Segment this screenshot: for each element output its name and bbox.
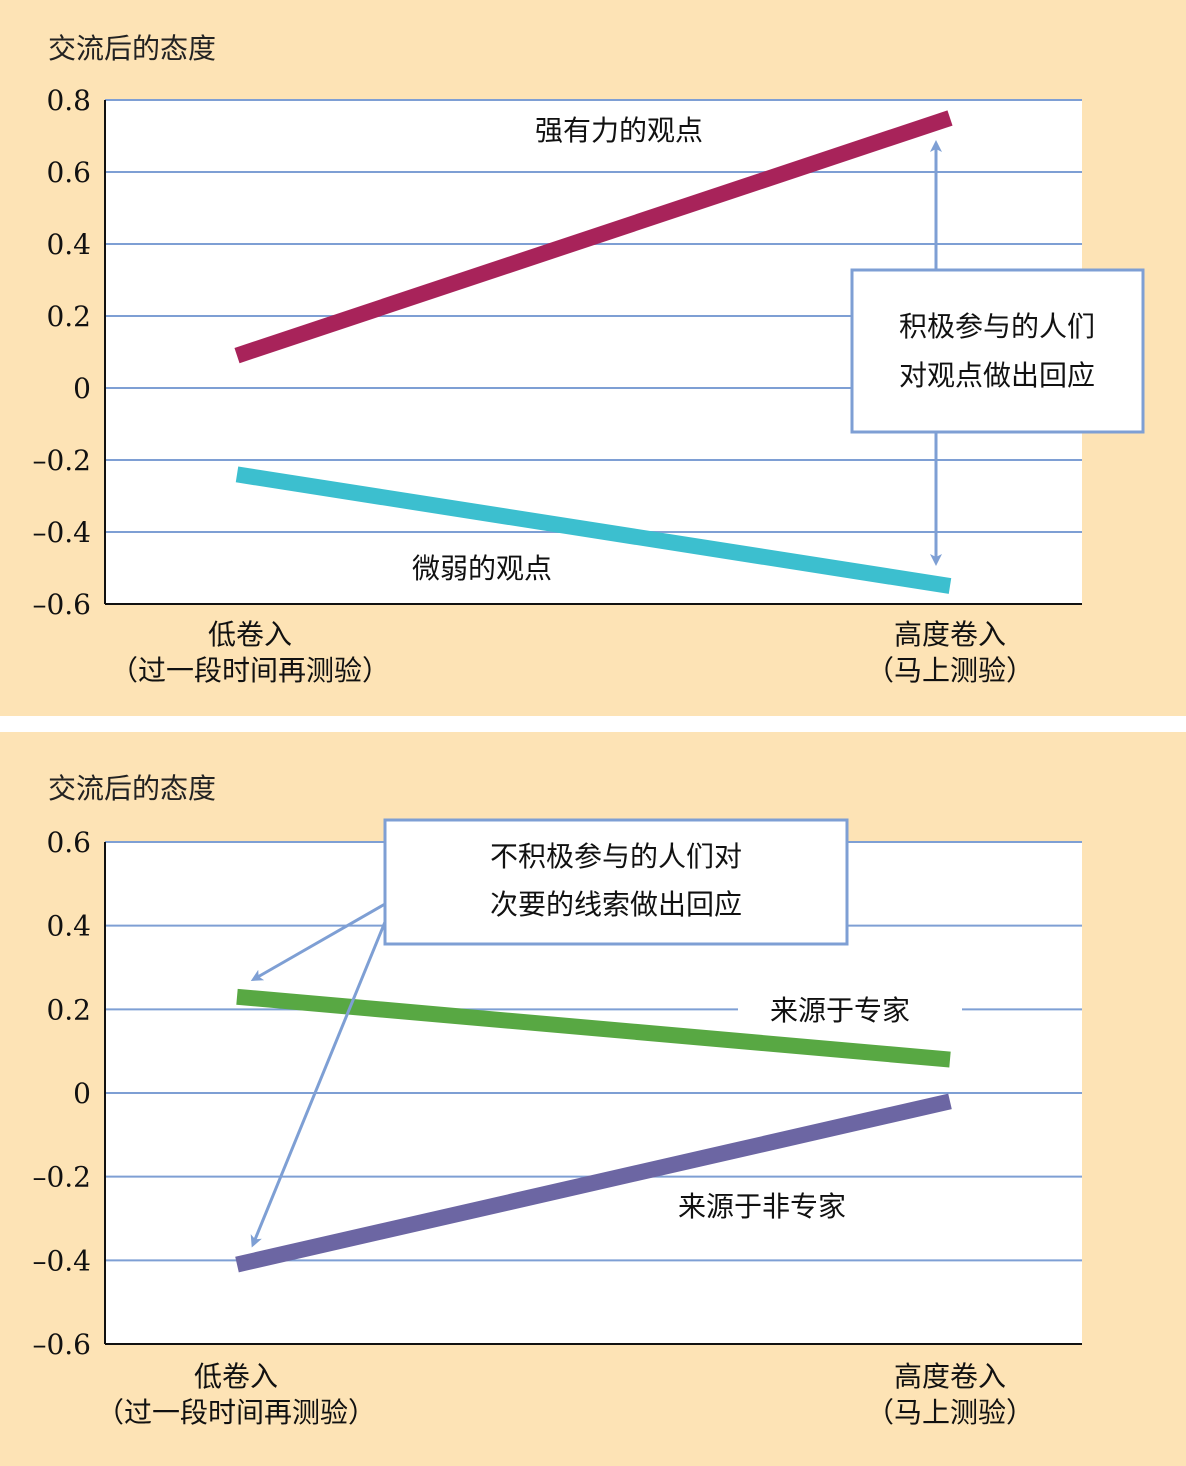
y-tick-label: –0.2	[32, 1161, 91, 1194]
y-tick-label: 0.6	[46, 826, 91, 859]
series-lines	[234, 110, 953, 594]
x-category-high: 高度卷入	[894, 618, 1006, 651]
series-label-weak: 微弱的观点	[412, 552, 552, 585]
series-line-0	[234, 110, 953, 364]
annotation-line-1: 积极参与的人们	[899, 310, 1095, 343]
annotation-box	[850, 268, 1145, 434]
x-category-high: 高度卷入	[894, 1360, 1006, 1393]
bottom-chart: 交流后的态度 0.6 0.4 0.2 0 –0.2 –0.4 –0.6 来源于专家 来源于非…	[32, 772, 1082, 1429]
series-line-1	[235, 466, 952, 594]
series-label-strong: 强有力的观点	[535, 114, 703, 147]
arrow-to-expert	[250, 902, 386, 981]
y-tick-label: 0.2	[46, 300, 91, 333]
y-tick-label: –0.6	[32, 588, 91, 621]
y-tick-label: 0.4	[46, 910, 91, 943]
y-tick-label: –0.6	[32, 1328, 91, 1361]
top-chart-panel: 交流后的态度 0.8 0.6 0.4 0.2 0 –0.2 –0.4 –0.6 强有力的观点 …	[0, 0, 1186, 716]
y-tick-label: –0.4	[32, 516, 91, 549]
x-category-low: 低卷入	[208, 618, 292, 651]
y-tick-label: 0	[73, 1077, 91, 1110]
annotation-box	[383, 818, 849, 946]
y-tick-label: 0.6	[46, 156, 91, 189]
y-axis-label: 交流后的态度	[48, 32, 216, 65]
x-category-low-note: （过一段时间再测验）	[110, 654, 390, 687]
annotation-line-2: 对观点做出回应	[899, 359, 1095, 392]
y-axis-label: 交流后的态度	[48, 772, 216, 805]
y-tick-label: –0.2	[32, 444, 91, 477]
y-tick-label: 0.4	[46, 228, 91, 261]
label-backdrop	[738, 990, 962, 1030]
y-tick-label: 0	[73, 372, 91, 405]
x-category-low-note: （过一段时间再测验）	[96, 1396, 376, 1429]
bottom-chart-panel: 交流后的态度 0.6 0.4 0.2 0 –0.2 –0.4 –0.6 来源于专家 来源于非…	[0, 732, 1186, 1466]
annotation-line-2: 次要的线索做出回应	[490, 888, 742, 921]
series-line-0	[236, 988, 951, 1068]
series-line-1	[235, 1093, 952, 1273]
y-tick-label: –0.4	[32, 1244, 91, 1277]
series-lines	[235, 988, 952, 1273]
top-chart: 交流后的态度 0.80.60.40.20–0.2–0.4–0.6 强有力的观点 …	[32, 32, 1145, 687]
y-tick-labels: 0.8 0.6 0.4 0.2 0 –0.2 –0.4 –0.6	[32, 84, 91, 621]
x-category-high-note: （马上测验）	[866, 1396, 1034, 1429]
arrow-to-nonexpert	[250, 921, 387, 1248]
x-category-high-note: （马上测验）	[866, 654, 1034, 687]
x-category-low: 低卷入	[194, 1360, 278, 1393]
series-label-expert: 来源于专家	[770, 994, 910, 1027]
annotation-line-1: 不积极参与的人们对	[490, 840, 742, 873]
y-tick-label: 0.8	[46, 84, 91, 117]
y-tick-label: 0.2	[46, 993, 91, 1026]
y-tick-labels: 0.6 0.4 0.2 0 –0.2 –0.4 –0.6	[32, 826, 91, 1361]
series-label-nonexpert: 来源于非专家	[678, 1190, 846, 1223]
